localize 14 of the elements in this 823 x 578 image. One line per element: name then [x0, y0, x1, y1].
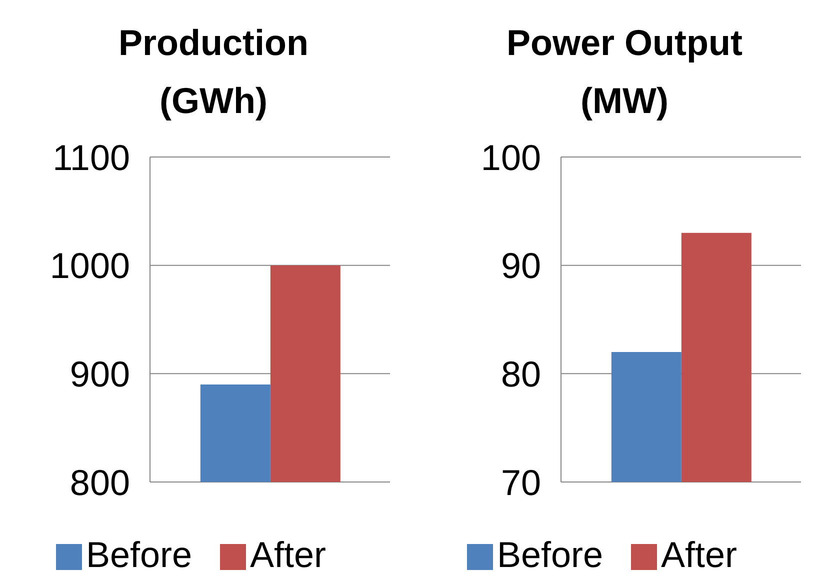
y-tick-label: 900: [70, 353, 130, 394]
y-tick-label: 800: [70, 462, 130, 503]
y-tick-label: 1000: [50, 245, 130, 286]
legend-label: After: [661, 534, 738, 575]
y-tick-label: 90: [500, 245, 541, 286]
legend-label: After: [250, 534, 326, 575]
chart-title: Production (GWh): [118, 22, 308, 121]
y-tick-label: 100: [480, 136, 541, 178]
y-tick-label: 70: [500, 462, 541, 503]
chart-title: Power Output (MW): [506, 22, 742, 121]
legend-label: Before: [86, 534, 192, 575]
legend-label: Before: [496, 534, 604, 575]
y-tick-label: 1100: [52, 136, 130, 178]
y-tick-label: 80: [500, 353, 541, 394]
